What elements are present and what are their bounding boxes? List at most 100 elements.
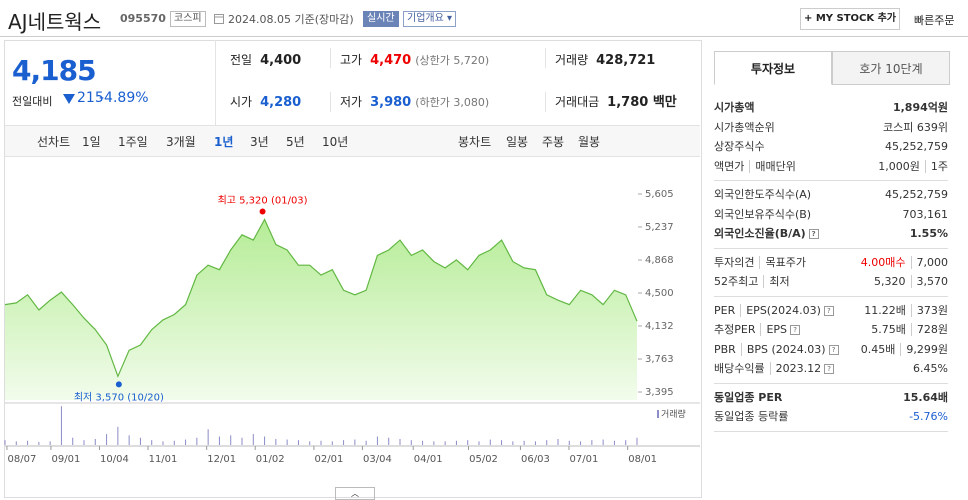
help-icon[interactable]: ? <box>828 344 839 355</box>
overview-button[interactable]: 기업개요 ▾ <box>403 11 457 27</box>
collapse-button[interactable]: ︿ <box>335 487 375 500</box>
volume-bar <box>49 441 51 445</box>
summary-item: 거래대금 1,780 백만 <box>555 92 677 113</box>
info-label-part: 추정PER <box>714 323 756 336</box>
info-row: 52주최고 최저 5,320 3,570 <box>714 272 948 292</box>
info-label-part: 액면가 <box>714 159 745 173</box>
tab-label: 봉차트 <box>458 135 492 149</box>
range-tab[interactable]: 10년 <box>322 135 349 149</box>
divider <box>330 48 331 68</box>
candle-tab[interactable]: 월봉 <box>578 135 601 149</box>
info-row: PBR BPS (2024.03)? 0.45배 9,299원 <box>714 340 948 360</box>
volume-bar <box>230 435 232 445</box>
divider <box>545 48 546 68</box>
my-stock-button[interactable]: + MY STOCK 추가 <box>800 8 900 30</box>
low-label: 최저 3,570 (10/20) <box>74 391 164 403</box>
date: 2024.08.05 기준(장마감) <box>228 13 354 26</box>
summary-item: 저가 3,980 (하한가 3,080) <box>340 92 489 113</box>
info-value: 703,161 <box>903 205 949 225</box>
tab-label: 선차트 <box>37 135 71 149</box>
y-tick-label: 5,237 <box>645 222 674 233</box>
info-label-part: 상장주식수 <box>714 140 765 153</box>
info-value: 45,252,759 <box>885 137 948 157</box>
overview-text: 기업개요 <box>407 13 444 24</box>
volume-bar <box>410 440 412 445</box>
y-tick-label: 4,500 <box>645 288 674 299</box>
help-icon[interactable]: ? <box>808 229 819 239</box>
quick-order[interactable]: 빠른주문 <box>914 14 955 27</box>
info-label: 52주최고 최저 <box>714 272 790 292</box>
info-label-part: 시가총액순위 <box>714 120 775 134</box>
info-list: 시가총액 1,894억원 시가총액순위 코스피 639위 상장주식수 45,252,759… <box>714 94 948 432</box>
info-label-part: 목표주가 <box>759 255 806 269</box>
range-tab[interactable]: 3년 <box>250 135 269 149</box>
x-tick-label: 08/01 <box>628 454 657 465</box>
candle-tab[interactable]: 일봉 <box>506 135 529 149</box>
summary-label: 저가 <box>340 95 363 109</box>
chart: 5,605 5,237 4,868 4,500 4,132 3,763 3,395 거래량 08… <box>4 189 700 465</box>
volume-bar <box>151 440 153 445</box>
info-label: 시가총액순위 <box>714 118 775 138</box>
info-tab[interactable]: 투자정보 <box>714 51 832 85</box>
info-value: 5.75배 728원 <box>871 320 948 340</box>
info-value-part: 1주 <box>924 159 948 173</box>
info-value-part: 45,252,759 <box>885 188 948 201</box>
info-row: 상장주식수 45,252,759 <box>714 137 948 157</box>
candle-tab[interactable]: 주봉 <box>542 135 565 149</box>
change-pct: -4.89% <box>99 90 149 106</box>
summary-label: 시가 <box>230 95 253 109</box>
volume-bar <box>365 440 367 445</box>
volume-bar <box>376 436 378 445</box>
low-marker <box>115 381 122 388</box>
help-icon[interactable]: ? <box>824 364 835 374</box>
info-value-part: 7,000 <box>910 255 948 269</box>
info-row: 동일업종 등락률 -5.76% <box>714 407 948 427</box>
tab-bar <box>5 125 700 157</box>
volume-bar <box>139 437 141 445</box>
info-value: 1,000원 1주 <box>878 157 948 177</box>
info-label: 외국인소진율(B/A)? <box>714 224 819 244</box>
y-tick-label: 3,763 <box>645 354 674 365</box>
info-label: 투자의견 목표주가 <box>714 253 806 273</box>
volume-bar <box>264 436 266 445</box>
volume-bar <box>241 437 243 445</box>
info-label: PER EPS(2024.03)? <box>714 301 834 321</box>
info-label: 추정PER EPS? <box>714 320 801 340</box>
volume-bar <box>185 439 187 445</box>
volume-bar <box>512 441 514 445</box>
realtime-badge[interactable]: 실시간 <box>363 11 399 27</box>
volume-bar <box>591 440 593 445</box>
volume-bar <box>636 437 638 445</box>
volume-bar <box>286 439 288 445</box>
summary-item: 거래량 428,721 <box>555 50 655 71</box>
info-row: 액면가 매매단위 1,000원 1주 <box>714 157 948 177</box>
info-label-part: PBR <box>714 342 736 356</box>
range-tab[interactable]: 3개월 <box>166 135 196 149</box>
calendar-icon <box>214 14 224 24</box>
range-tab[interactable]: 5년 <box>286 135 305 149</box>
info-tab[interactable]: 호가 10단계 <box>832 51 950 85</box>
volume-bar <box>478 441 480 445</box>
summary-label: 고가 <box>340 53 363 67</box>
range-tab[interactable]: 1년 <box>214 135 234 149</box>
range-tab[interactable]: 1일 <box>82 135 101 149</box>
info-group: PER EPS(2024.03)? 11.22배 373원 추정PER EPS? 5.75배… <box>714 297 948 384</box>
info-value-part: 6.45% <box>913 362 948 375</box>
info-value-part: 728원 <box>910 323 948 336</box>
summary-item: 전일 4,400 <box>230 50 301 71</box>
info-row: 외국인보유주식수(B) 703,161 <box>714 205 948 225</box>
range-tab[interactable]: 1주일 <box>118 135 148 149</box>
volume-bar <box>523 440 525 445</box>
help-icon[interactable]: ? <box>823 305 834 316</box>
info-row: 외국인소진율(B/A)? 1.55% <box>714 224 948 244</box>
info-value: 4.00매수 7,000 <box>861 253 948 273</box>
info-value-part: 1,000원 <box>878 159 920 173</box>
volume-label: 거래량 <box>661 408 686 420</box>
help-icon[interactable]: ? <box>790 325 801 335</box>
info-value-part: 45,252,759 <box>885 140 948 153</box>
y-tick-label: 4,132 <box>645 321 674 332</box>
volume-bar <box>580 441 582 445</box>
info-value: 1.55% <box>910 224 948 244</box>
summary-value: 4,280 <box>260 95 302 110</box>
volume-bar <box>162 441 164 445</box>
